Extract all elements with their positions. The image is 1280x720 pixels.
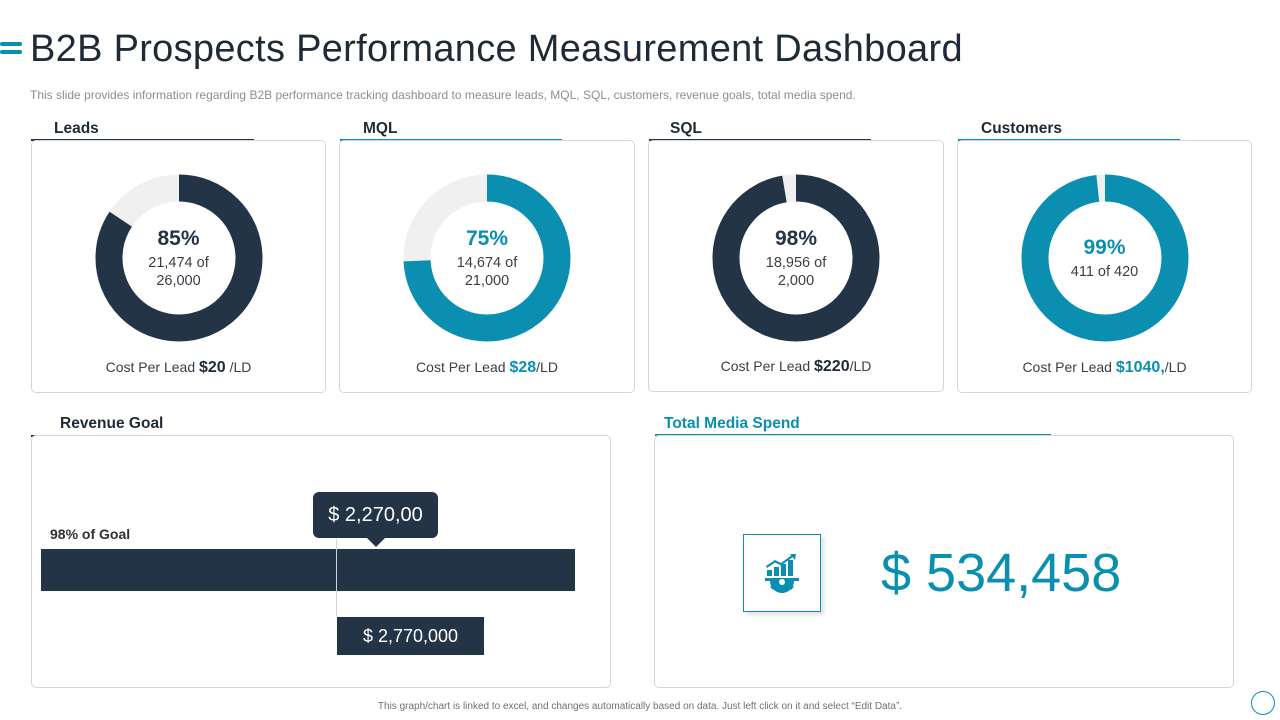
leads-cost: Cost Per Lead $20 /LD (32, 359, 325, 377)
current-revenue-callout: $ 2,270,00 (313, 492, 438, 547)
goal-revenue-callout: $ 2,770,000 (337, 617, 484, 655)
sql-cost-value: $220 (814, 358, 850, 375)
donut-arc (403, 174, 571, 342)
goal-marker-line (336, 539, 337, 617)
leads-count: 21,474 of 26,000 (148, 254, 209, 289)
customers-cost-value: $1040, (1115, 359, 1165, 376)
growth-gear-icon (743, 534, 821, 612)
slide-nav-circle[interactable] (1251, 691, 1275, 715)
customers-cost: Cost Per Lead $1040,/LD (958, 359, 1251, 377)
donut-arc (712, 174, 880, 342)
cost-suffix: /LD (849, 358, 872, 374)
revenue-goal-card: 98% of Goal $ 2,270,00 $ 2,770,000 (31, 435, 611, 688)
cost-suffix: /LD (1164, 359, 1187, 375)
revenue-progress-bar (41, 549, 575, 591)
customers-count: 411 of 420 (1070, 263, 1139, 280)
media-spend-label: Total Media Spend (664, 415, 800, 432)
media-spend-value: $ 534,458 (881, 543, 1122, 603)
sql-cost: Cost Per Lead $220/LD (649, 358, 943, 376)
leads-label: Leads (54, 120, 99, 137)
page-title: B2B Prospects Performance Measurement Da… (30, 28, 963, 70)
sql-count: 18,956 of 2,000 (765, 254, 827, 289)
donut-arc (1021, 174, 1188, 342)
customers-percent: 99% (1083, 235, 1126, 259)
cost-prefix: Cost Per Lead (720, 358, 814, 374)
title-accent-icon (0, 42, 22, 58)
sql-percent: 98% (774, 226, 818, 250)
leads-donut: 85% 21,474 of 26,000 (94, 173, 264, 343)
growth-gear-svg (765, 554, 799, 593)
cost-prefix: Cost Per Lead (416, 359, 510, 375)
leads-cost-value: $20 (199, 359, 226, 376)
cost-prefix: Cost Per Lead (1022, 359, 1116, 375)
mql-count: 14,674 of 21,000 (456, 254, 518, 289)
cost-prefix: Cost Per Lead (105, 359, 199, 375)
customers-label: Customers (981, 120, 1062, 137)
goal-percent-text: 98% of Goal (50, 526, 131, 542)
mql-card: 75% 14,674 of 21,000 Cost Per Lead $28/L… (339, 140, 635, 393)
mql-cost: Cost Per Lead $28/LD (340, 359, 634, 377)
customers-donut-chart (1021, 174, 1188, 342)
customers-card: 99% 411 of 420 Cost Per Lead $1040,/LD (957, 140, 1252, 393)
mql-label: MQL (363, 120, 398, 137)
mql-donut: 75% 14,674 of 21,000 (402, 173, 572, 343)
cost-suffix: /LD (225, 359, 252, 375)
cost-suffix: /LD (536, 359, 558, 375)
media-spend-card: $ 534,458 (654, 435, 1234, 688)
leads-donut-chart (95, 174, 262, 342)
sql-donut: 98% 18,956 of 2,000 (711, 173, 881, 343)
customers-donut: 99% 411 of 420 (1020, 173, 1190, 343)
leads-percent: 85% (157, 226, 200, 250)
sql-label: SQL (670, 120, 702, 137)
footer-note: This graph/chart is linked to excel, and… (377, 701, 903, 712)
sql-card: 98% 18,956 of 2,000 Cost Per Lead $220/L… (648, 140, 944, 392)
mql-percent: 75% (465, 226, 509, 250)
donut-arc (95, 174, 262, 342)
mql-cost-value: $28 (509, 359, 537, 376)
page-subtitle: This slide provides information regardin… (30, 88, 856, 102)
revenue-goal-label: Revenue Goal (60, 415, 164, 432)
sql-donut-chart (712, 174, 880, 342)
mql-donut-chart (403, 174, 571, 342)
leads-card: 85% 21,474 of 26,000 Cost Per Lead $20 /… (31, 140, 326, 393)
